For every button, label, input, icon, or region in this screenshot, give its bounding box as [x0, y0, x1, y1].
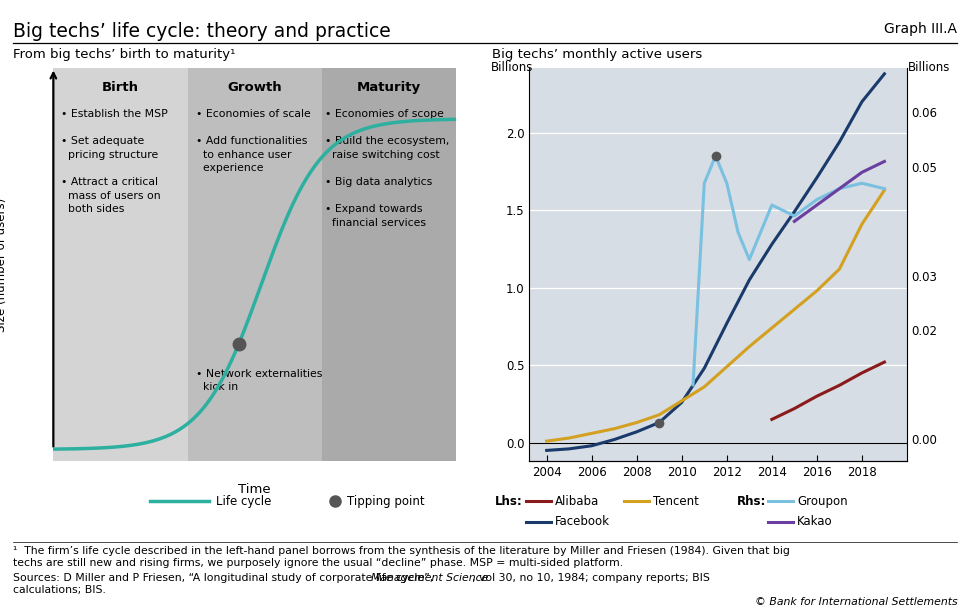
Text: From big techs’ birth to maturity¹: From big techs’ birth to maturity¹	[13, 48, 234, 61]
Text: Management Science: Management Science	[370, 573, 487, 583]
Bar	[322, 68, 455, 461]
Text: Lhs:: Lhs:	[494, 494, 522, 508]
Text: Big techs’ life cycle: theory and practice: Big techs’ life cycle: theory and practi…	[13, 22, 390, 41]
Text: Facebook: Facebook	[554, 515, 610, 528]
Text: • Economies of scale

• Add functionalities
  to enhance user
  experience: • Economies of scale • Add functionaliti…	[196, 109, 311, 173]
Text: Rhs:: Rhs:	[736, 494, 766, 508]
Text: Alibaba: Alibaba	[554, 494, 599, 508]
Text: Groupon: Groupon	[797, 494, 847, 508]
Text: Size (number of users): Size (number of users)	[0, 197, 8, 331]
Text: techs are still new and rising firms, we purposely ignore the usual “decline” ph: techs are still new and rising firms, we…	[13, 558, 622, 568]
Text: Kakao: Kakao	[797, 515, 832, 528]
Text: Graph III.A: Graph III.A	[884, 22, 956, 36]
Bar	[53, 68, 187, 461]
Text: Tipping point: Tipping point	[347, 494, 424, 508]
Text: • Economies of scope

• Build the ecosystem,
  raise switching cost

• Big data : • Economies of scope • Build the ecosyst…	[325, 109, 449, 228]
Text: Birth: Birth	[102, 81, 139, 95]
Text: • Network externalities
  kick in: • Network externalities kick in	[196, 369, 323, 392]
Bar	[187, 68, 322, 461]
Text: Time: Time	[238, 483, 270, 496]
Text: © Bank for International Settlements: © Bank for International Settlements	[754, 597, 956, 607]
Text: Billions: Billions	[907, 61, 950, 74]
Text: Tencent: Tencent	[652, 494, 698, 508]
Text: Growth: Growth	[227, 81, 282, 95]
Text: Maturity: Maturity	[357, 81, 421, 95]
Text: • Establish the MSP

• Set adequate
  pricing structure

• Attract a critical
  : • Establish the MSP • Set adequate prici…	[61, 109, 168, 214]
Text: , vol 30, no 10, 1984; company reports; BIS: , vol 30, no 10, 1984; company reports; …	[472, 573, 709, 583]
Text: ¹  The firm’s life cycle described in the left-hand panel borrows from the synth: ¹ The firm’s life cycle described in the…	[13, 546, 789, 555]
Text: Billions: Billions	[490, 61, 533, 74]
Text: calculations; BIS.: calculations; BIS.	[13, 585, 106, 595]
Text: Life cycle: Life cycle	[216, 494, 271, 508]
Text: Big techs’ monthly active users: Big techs’ monthly active users	[491, 48, 702, 61]
Text: Sources: D Miller and P Friesen, “A longitudinal study of corporate life cycle”,: Sources: D Miller and P Friesen, “A long…	[13, 573, 436, 583]
